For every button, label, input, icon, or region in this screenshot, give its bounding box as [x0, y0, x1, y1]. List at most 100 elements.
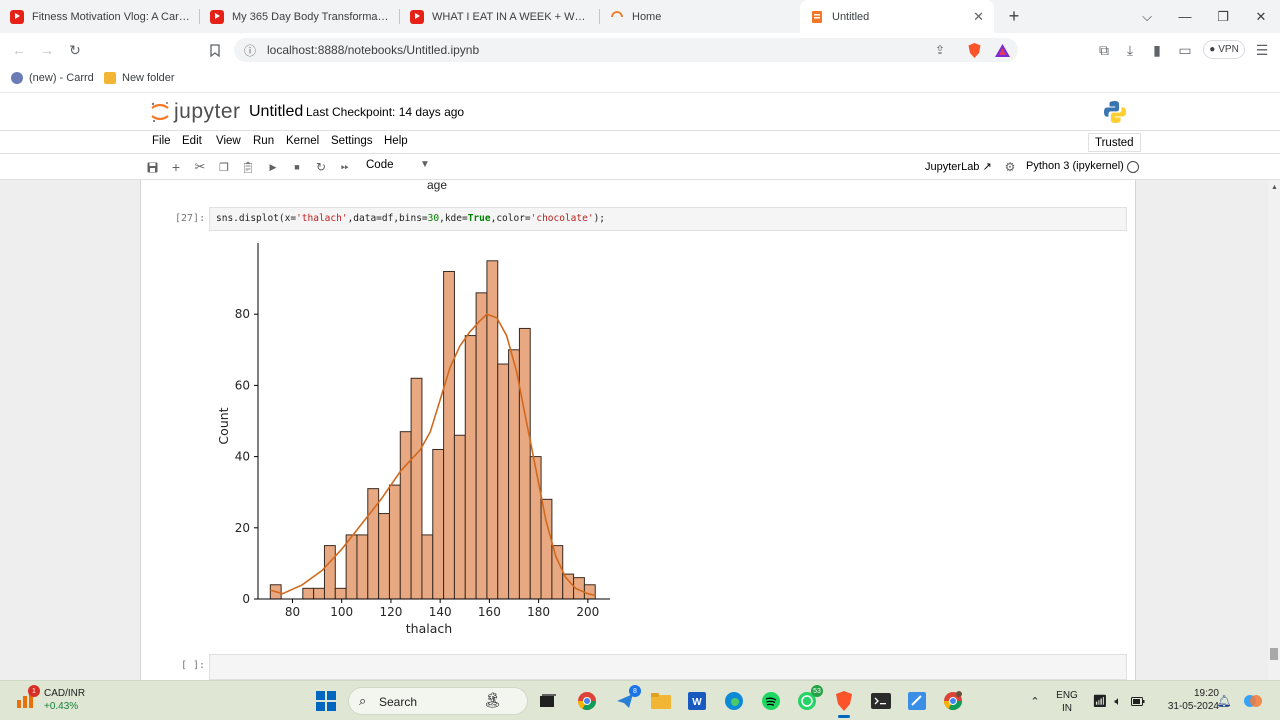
language-indicator[interactable]: ENG IN	[1053, 689, 1081, 715]
telegram-icon[interactable]: 8	[613, 685, 641, 713]
address-bar[interactable]: ⓘ localhost:8888/notebooks/Untitled.ipyn…	[234, 38, 1018, 62]
whatsapp-icon[interactable]: 53	[795, 685, 823, 713]
carrd-icon	[11, 72, 23, 84]
browser-tab-3[interactable]: WHAT I EAT IN A WEEK + WORKOUT	[400, 0, 600, 33]
whatsapp-badge: 53	[811, 685, 823, 697]
menu-kernel[interactable]: Kernel	[286, 135, 320, 147]
code-editor-icon[interactable]	[905, 689, 929, 713]
close-tab-icon[interactable]: ✕	[973, 8, 984, 24]
wallet-icon[interactable]: ▭	[1178, 41, 1192, 58]
run-icon[interactable]: ▶	[269, 161, 277, 172]
trusted-indicator[interactable]: Trusted	[1088, 133, 1141, 152]
copilot-icon[interactable]	[1241, 689, 1265, 713]
site-info-icon[interactable]: ⓘ	[243, 43, 256, 58]
browser-tab-5-active[interactable]: Untitled ✕	[800, 0, 994, 33]
y-tick-label: 80	[235, 307, 250, 321]
code-token: );	[593, 213, 606, 224]
browser-tab-2[interactable]: My 365 Day Body Transformation - Y	[200, 0, 400, 33]
browser-tab-strip: Fitness Motivation Vlog: A Cardio Da My …	[0, 0, 1280, 33]
clock[interactable]: 19:20 31-05-2024	[1153, 687, 1219, 713]
browser-tab-1[interactable]: Fitness Motivation Vlog: A Cardio Da	[0, 0, 200, 33]
menu-settings[interactable]: Settings	[331, 135, 373, 147]
kernel-name[interactable]: Python 3 (ipykernel)	[1026, 160, 1124, 172]
bookmark-icon[interactable]	[204, 40, 226, 60]
histogram-bar	[356, 534, 369, 600]
stop-icon[interactable]: ■	[294, 162, 300, 172]
show-hidden-icons-chevron[interactable]: ⌃	[1030, 695, 1040, 708]
restart-icon[interactable]: ↻	[315, 160, 327, 174]
edge-icon[interactable]	[722, 689, 746, 713]
notebook-scrollbar[interactable]: ▲	[1268, 180, 1280, 680]
search-label: Search	[379, 695, 418, 709]
clock-time: 19:20	[1193, 688, 1219, 699]
chrome-profile-icon[interactable]	[941, 689, 965, 713]
menu-view[interactable]: View	[216, 135, 241, 147]
vpn-button[interactable]: ● VPN	[1203, 40, 1245, 59]
menu-help[interactable]: Help	[384, 135, 408, 147]
jupyterlab-link[interactable]: JupyterLab ↗	[925, 160, 992, 173]
stock-widget-icon[interactable]: 1	[14, 685, 40, 711]
chevron-down-icon[interactable]: ▼	[420, 159, 430, 170]
paste-icon[interactable]: 📋︎	[241, 161, 255, 174]
brave-taskbar-icon[interactable]	[832, 689, 856, 713]
sidebar-icon[interactable]: ▮	[1153, 41, 1161, 58]
brave-shield-icon[interactable]	[966, 42, 982, 58]
notification-bell-icon[interactable]: 🔔︎	[1216, 694, 1232, 708]
menu-run[interactable]: Run	[253, 135, 275, 147]
debugger-icon[interactable]: ⚙	[1004, 160, 1016, 174]
extensions-icon[interactable]: ⧉	[1099, 41, 1109, 58]
taskbar-search[interactable]: ⌕ Search 🏝︎	[348, 687, 528, 715]
battery-icon[interactable]	[1126, 689, 1150, 713]
add-cell-icon[interactable]: +	[171, 159, 181, 175]
file-explorer-icon[interactable]	[649, 689, 673, 713]
brave-rewards-icon[interactable]	[994, 42, 1010, 58]
previous-output-xlabel: age	[427, 180, 448, 192]
jupyter-logo[interactable]: jupyter	[150, 100, 241, 124]
notebook-title[interactable]: Untitled	[249, 103, 304, 120]
x-tick-label: 120	[379, 605, 402, 619]
browser-tab-4[interactable]: Home	[600, 0, 800, 33]
spotify-icon[interactable]	[759, 689, 783, 713]
cell-type-select[interactable]: Code	[366, 159, 394, 171]
download-icon[interactable]: ⤓	[1126, 41, 1134, 58]
minimize-icon[interactable]: —	[1178, 9, 1192, 24]
empty-code-cell[interactable]	[209, 654, 1127, 680]
copy-icon[interactable]: ❐	[219, 161, 229, 174]
wifi-icon[interactable]: 📶︎	[1092, 694, 1108, 708]
save-icon[interactable]	[144, 159, 160, 175]
back-icon[interactable]: ←	[12, 42, 26, 58]
windows-start-icon[interactable]	[314, 689, 338, 713]
x-tick-label: 200	[576, 605, 599, 619]
scroll-up-icon[interactable]: ▲	[1271, 184, 1278, 191]
forward-icon[interactable]: →	[40, 42, 54, 58]
bookmark-carrd[interactable]: (new) - Carrd	[11, 72, 94, 84]
menu-file[interactable]: File	[152, 135, 171, 147]
terminal-icon[interactable]	[869, 689, 893, 713]
new-tab-icon[interactable]: +	[1008, 6, 1020, 26]
bookmark-new-folder[interactable]: New folder	[104, 72, 175, 84]
jupyterlab-link-label: JupyterLab	[925, 161, 980, 173]
histogram-bar	[508, 349, 520, 600]
bookmarks-bar: (new) - Carrd New folder	[0, 67, 1280, 93]
close-window-icon[interactable]: ✕	[1255, 8, 1267, 24]
tab-title: Home	[632, 10, 662, 23]
word-icon[interactable]: W	[685, 689, 709, 713]
chevron-down-icon[interactable]: ⌵	[1142, 8, 1152, 24]
volume-icon[interactable]: 🔈︎	[1114, 693, 1122, 708]
share-icon[interactable]: ⇪	[934, 43, 946, 57]
restart-run-all-icon[interactable]: ⏩︎	[341, 161, 349, 173]
histogram-bar	[421, 534, 434, 600]
last-checkpoint: Last Checkpoint: 14 days ago	[306, 105, 465, 119]
maximize-icon[interactable]: ❐	[1217, 8, 1229, 24]
task-view-icon[interactable]	[536, 689, 560, 713]
chrome-icon[interactable]	[575, 689, 599, 713]
menu-edit[interactable]: Edit	[182, 135, 202, 147]
stock-ticker[interactable]: CAD/INR +0.43%	[44, 687, 85, 713]
code-cell[interactable]: sns.displot(x='thalach',data=df,bins=30,…	[209, 207, 1127, 231]
histogram-bar	[540, 498, 553, 600]
reload-icon[interactable]: ↻	[69, 41, 81, 58]
menu-icon[interactable]: ☰	[1255, 41, 1269, 58]
scrollbar-thumb[interactable]	[1270, 648, 1278, 660]
cut-icon[interactable]: ✂	[194, 159, 206, 174]
x-tick-label: 140	[429, 605, 452, 619]
